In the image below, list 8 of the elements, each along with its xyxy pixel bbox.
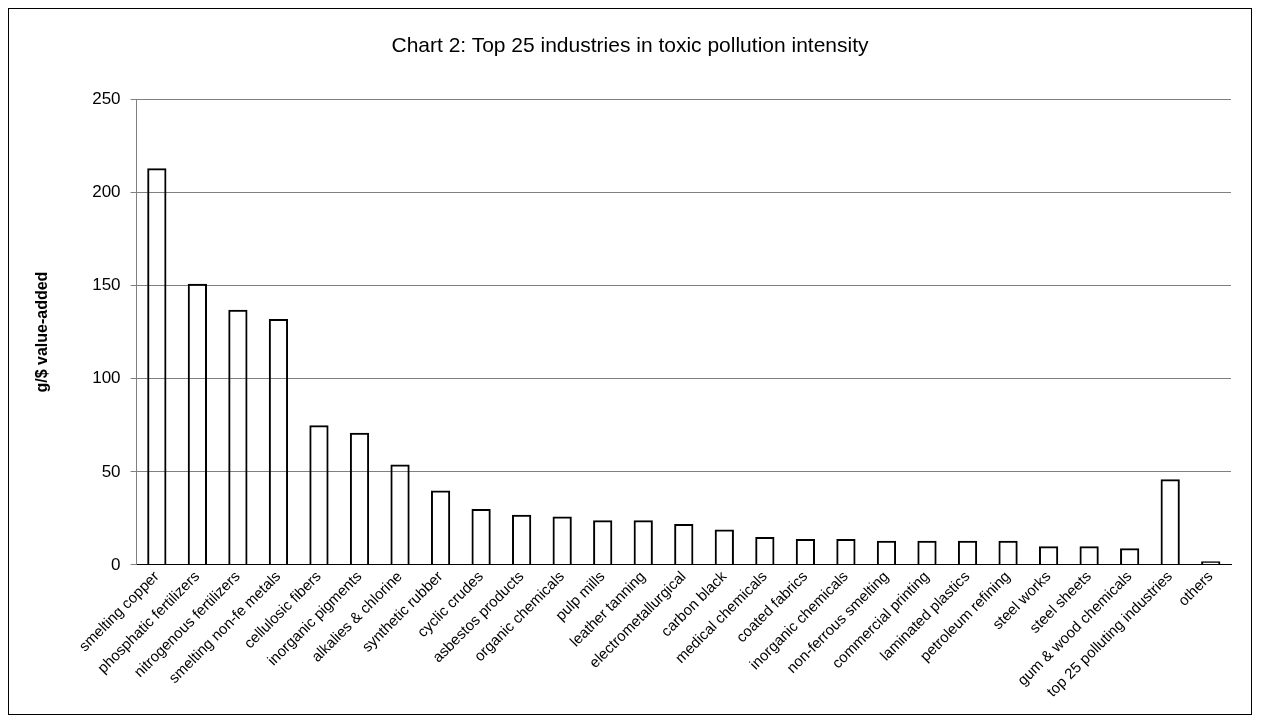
y-tick-label: 50 [101,461,121,481]
y-tick-label: 150 [92,275,121,295]
y-tick-label: 200 [92,182,121,202]
y-tick-label: 0 [111,554,121,574]
y-tick-label: 100 [92,368,121,388]
chart-title: Chart 2: Top 25 industries in toxic pollution intensity [391,33,870,57]
y-axis-title: g/$ value-added [33,271,51,393]
y-tick-label: 250 [92,88,121,108]
